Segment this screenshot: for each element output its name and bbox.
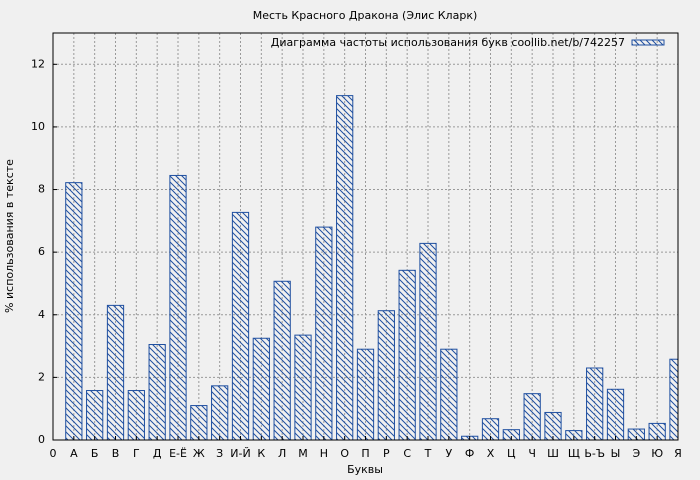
x-tick-label: М xyxy=(298,447,308,460)
x-tick-label: Ф xyxy=(465,447,474,460)
x-tick-label: Э xyxy=(632,447,640,460)
x-tick-label: Щ xyxy=(568,447,580,460)
x-tick-label: Н xyxy=(320,447,328,460)
legend-label: Диаграмма частоты использования букв coo… xyxy=(271,36,625,49)
bar xyxy=(586,367,604,440)
x-tick-label: А xyxy=(70,447,78,460)
x-tick-label: Л xyxy=(278,447,286,460)
bar xyxy=(231,211,250,440)
x-tick-label: К xyxy=(257,447,265,460)
bar xyxy=(169,174,187,440)
bar xyxy=(544,411,562,440)
bar xyxy=(565,430,583,440)
bar xyxy=(273,280,291,440)
y-tick-label: 12 xyxy=(31,57,45,70)
x-tick-label: П xyxy=(361,447,369,460)
bar xyxy=(398,269,416,440)
bar xyxy=(294,334,312,440)
y-tick-label: 8 xyxy=(38,183,45,196)
legend-swatch xyxy=(631,39,665,46)
bar xyxy=(86,390,104,440)
bar xyxy=(65,182,83,440)
bar xyxy=(336,95,354,440)
x-tick-label: Е-Ё xyxy=(169,447,187,460)
x-tick-label: Ю xyxy=(651,447,663,460)
bar xyxy=(606,388,625,440)
x-tick-label: Ы xyxy=(611,447,621,460)
bar xyxy=(315,226,333,440)
x-tick-label: О xyxy=(340,447,349,460)
bar xyxy=(148,344,166,440)
bar xyxy=(190,405,208,440)
x-tick-label: Я xyxy=(674,447,682,460)
bar xyxy=(211,385,229,440)
x-tick-label: Ц xyxy=(507,447,516,460)
bar xyxy=(419,242,437,440)
y-tick-label: 6 xyxy=(38,245,45,258)
y-axis-label: % использования в тексте xyxy=(3,159,16,313)
x-tick-label: Ш xyxy=(547,447,559,460)
x-tick-label: Ч xyxy=(528,447,536,460)
bar xyxy=(669,358,678,440)
bar xyxy=(252,337,270,440)
bar xyxy=(440,348,458,440)
x-axis-label: Буквы xyxy=(347,463,383,476)
bar xyxy=(377,310,395,440)
bar xyxy=(106,304,125,440)
x-tick-label: Г xyxy=(133,447,140,460)
x-tick-label: Р xyxy=(383,447,390,460)
bar xyxy=(356,348,375,440)
bar xyxy=(127,390,145,440)
y-tick-label: 10 xyxy=(31,120,45,133)
x-tick-label: Ж xyxy=(193,447,205,460)
x-tick-label: Х xyxy=(487,447,495,460)
y-tick-label: 2 xyxy=(38,370,45,383)
x-tick-label: У xyxy=(445,447,452,460)
bar xyxy=(523,393,541,440)
x-tick-label: Д xyxy=(153,447,162,460)
y-tick-label: 0 xyxy=(38,433,45,446)
x-tick-label: Б xyxy=(91,447,99,460)
x-tick-label: С xyxy=(403,447,411,460)
x-tick-label: Т xyxy=(424,447,432,460)
x-tick-label: И-Й xyxy=(230,447,250,460)
x-tick-label: В xyxy=(112,447,120,460)
x-tick-label: Ь-Ъ xyxy=(584,447,605,460)
chart-title: Месть Красного Дракона (Элис Кларк) xyxy=(253,9,478,22)
x-tick-label: 0 xyxy=(50,447,57,460)
y-tick-label: 4 xyxy=(38,308,45,321)
x-tick-label: З xyxy=(216,447,223,460)
